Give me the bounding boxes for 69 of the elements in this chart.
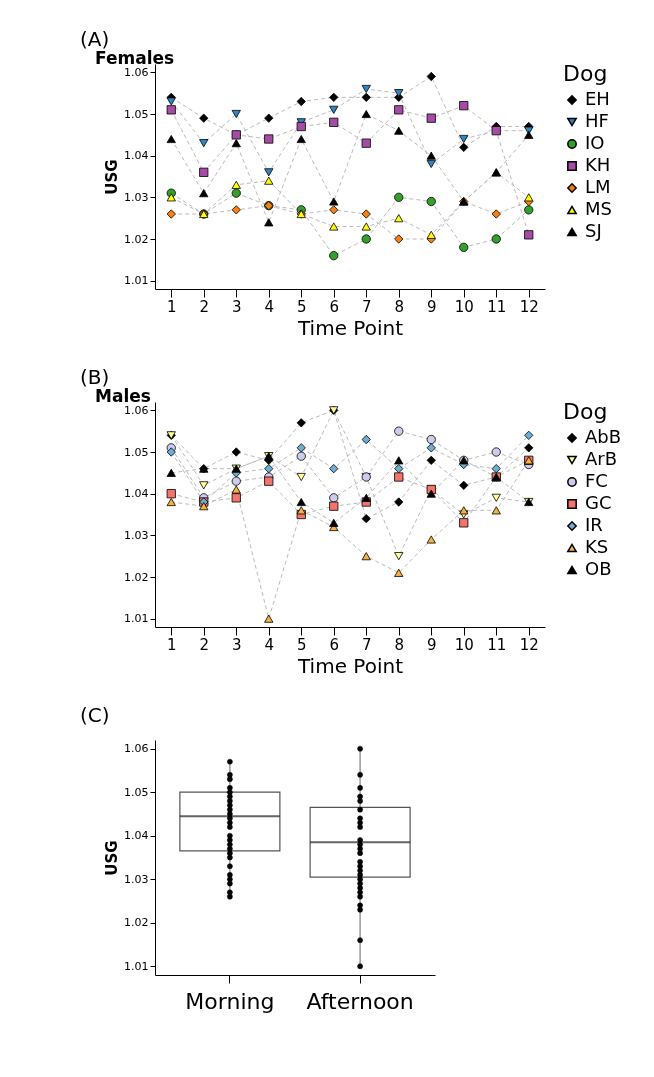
y-tick-label: 1.04 [124, 149, 149, 163]
legend-label: IO [585, 132, 605, 153]
legend-label: OB [585, 558, 612, 579]
y-tick-label: 1.03 [124, 872, 149, 886]
legend-label: HF [585, 110, 609, 131]
x-tick-label: 6 [329, 297, 340, 316]
x-tick-label: 4 [264, 635, 275, 654]
x-tick-label: 10 [454, 635, 474, 654]
y-tick-label: 1.05 [124, 785, 149, 799]
legend-title: Dog [563, 399, 608, 424]
y-axis-title: USG [103, 159, 122, 195]
y-tick-label: 1.02 [124, 232, 149, 246]
legend-label: KH [585, 154, 611, 175]
legend-label: LM [585, 176, 611, 197]
x-tick-label: 9 [426, 635, 437, 654]
x-tick-label: 6 [329, 635, 340, 654]
text: (A) [80, 27, 110, 51]
x-tick-label: 2 [199, 635, 210, 654]
y-tick-label: 1.05 [124, 107, 149, 121]
y-tick-label: 1.01 [124, 959, 149, 973]
x-tick-label: 1 [166, 635, 177, 654]
legend-label: ArB [585, 448, 618, 469]
legend-label: MS [585, 198, 612, 219]
legend-label: KS [585, 536, 609, 557]
x-tick-label: 9 [426, 297, 437, 316]
legend-label: IR [585, 514, 603, 535]
legend-label: AbB [585, 426, 622, 447]
y-tick-label: 1.03 [124, 190, 149, 204]
x-tick-label: Afternoon [306, 988, 414, 1014]
x-tick-label: 10 [454, 297, 474, 316]
legend-label: GC [585, 492, 612, 513]
legend-label: SJ [585, 220, 602, 241]
text: (C) [80, 703, 110, 727]
chart-title: Females [95, 48, 175, 68]
y-tick-label: 1.03 [124, 528, 149, 542]
y-tick-label: 1.06 [124, 403, 149, 417]
x-axis-title: Time Point [297, 653, 404, 678]
y-axis-title: USG [103, 840, 122, 876]
chart-title: Males [95, 386, 151, 406]
legend-title: Dog [563, 61, 608, 86]
x-tick-label: 4 [264, 297, 275, 316]
y-tick-label: 1.01 [124, 274, 149, 288]
y-tick-label: 1.05 [124, 445, 149, 459]
x-tick-label: 12 [519, 297, 539, 316]
x-tick-label: 12 [519, 635, 539, 654]
x-tick-label: 5 [296, 635, 307, 654]
x-tick-label: 3 [231, 297, 242, 316]
legend-label: EH [585, 88, 610, 109]
y-tick-label: 1.01 [124, 612, 149, 626]
x-tick-label: Morning [185, 988, 275, 1014]
y-tick-label: 1.02 [124, 916, 149, 930]
x-tick-label: 11 [487, 297, 507, 316]
text: (B) [80, 365, 110, 389]
x-tick-label: 8 [394, 635, 405, 654]
x-tick-label: 7 [361, 635, 372, 654]
y-tick-label: 1.06 [124, 742, 149, 756]
x-tick-label: 3 [231, 635, 242, 654]
x-tick-label: 5 [296, 297, 307, 316]
legend-label: FC [585, 470, 608, 491]
y-tick-label: 1.06 [124, 65, 149, 79]
x-tick-label: 1 [166, 297, 177, 316]
x-axis-title: Time Point [297, 315, 404, 340]
x-tick-label: 11 [487, 635, 507, 654]
y-tick-label: 1.04 [124, 829, 149, 843]
x-tick-label: 8 [394, 297, 405, 316]
x-tick-label: 7 [361, 297, 372, 316]
y-tick-label: 1.02 [124, 570, 149, 584]
x-tick-label: 2 [199, 297, 210, 316]
y-tick-label: 1.04 [124, 487, 149, 501]
